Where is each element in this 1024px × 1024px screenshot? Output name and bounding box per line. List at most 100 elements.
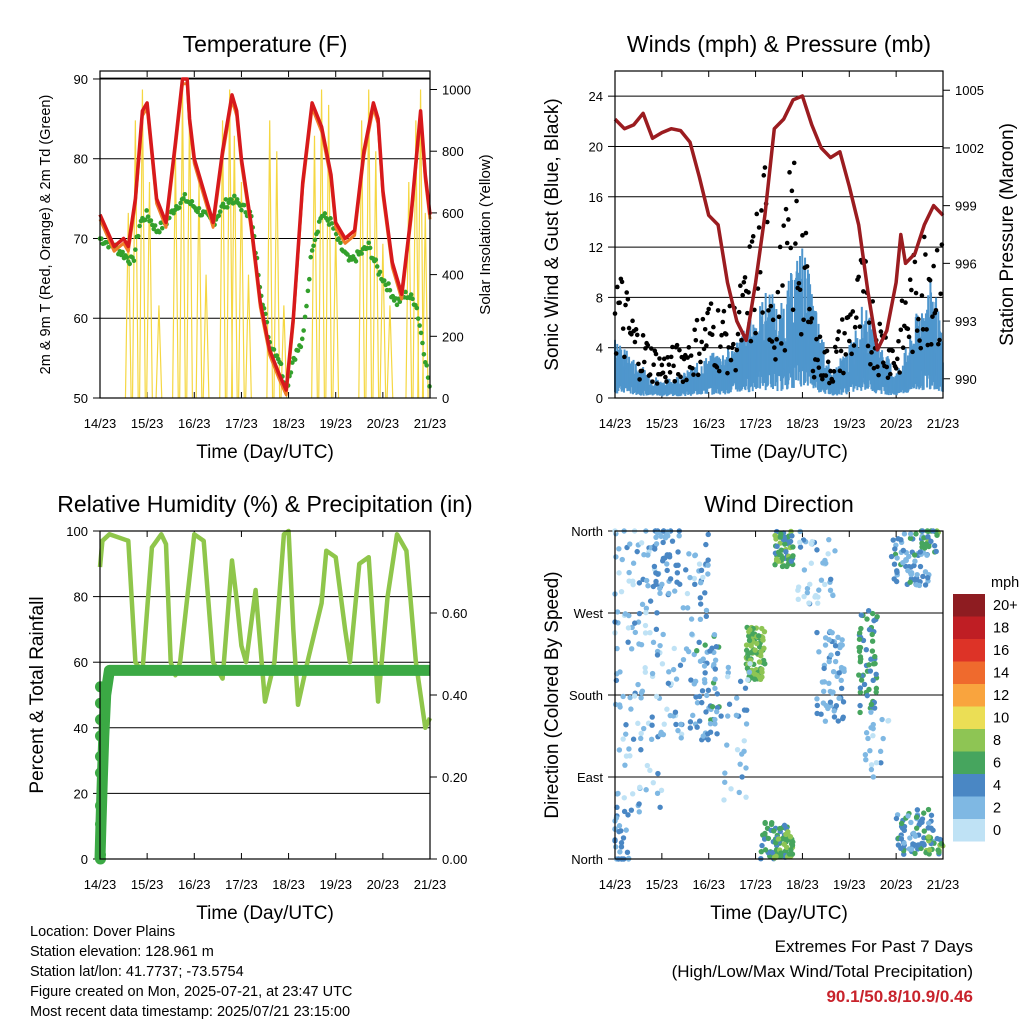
gust-point — [803, 230, 809, 236]
direction-point — [858, 612, 865, 618]
direction-point — [711, 631, 718, 638]
direction-point — [696, 639, 702, 646]
legend-swatch — [953, 819, 985, 842]
y-tick-label: 50 — [74, 391, 88, 406]
direction-point — [869, 648, 876, 654]
gust-point — [885, 375, 891, 381]
direction-point — [873, 759, 880, 766]
direction-point — [722, 779, 728, 785]
gust-point — [937, 337, 942, 343]
gust-point — [742, 275, 748, 280]
gust-point — [639, 368, 645, 374]
gust-point — [734, 347, 740, 353]
direction-point — [891, 561, 898, 567]
direction-point — [667, 712, 673, 719]
direction-point — [645, 552, 651, 558]
winds-pressure-panel: Winds (mph) & Pressure (mb) Time (Day/UTC… — [542, 31, 1018, 463]
y2-tick-label: 0.40 — [442, 688, 467, 703]
direction-point — [627, 694, 633, 701]
direction-point — [617, 849, 623, 855]
solar-spike — [386, 305, 394, 399]
gust-point — [692, 327, 697, 333]
direction-point — [714, 704, 721, 711]
y-tick-label: 12 — [589, 240, 603, 255]
direction-point — [623, 722, 629, 728]
direction-point — [913, 531, 919, 537]
direction-point — [748, 643, 754, 649]
gust-point — [660, 370, 666, 376]
direction-point — [626, 578, 632, 584]
direction-point — [675, 562, 681, 568]
panel-title: Winds (mph) & Pressure (mb) — [627, 31, 931, 57]
gust-point — [753, 330, 758, 336]
direction-point — [687, 719, 694, 725]
direction-point — [915, 842, 921, 848]
direction-point — [653, 578, 659, 585]
x-tick-label: 18/23 — [272, 416, 305, 431]
direction-point — [675, 549, 681, 555]
gust-point — [783, 206, 789, 212]
direction-point — [829, 690, 836, 696]
dewpoint-point — [309, 248, 315, 253]
gust-point — [615, 284, 620, 290]
gust-point — [796, 280, 802, 286]
gust-point — [735, 331, 741, 337]
direction-point — [814, 696, 820, 702]
direction-point — [922, 582, 929, 588]
direction-point — [673, 721, 679, 728]
gust-point — [884, 364, 890, 370]
direction-point — [821, 665, 827, 672]
direction-point — [787, 834, 794, 840]
direction-point — [742, 685, 749, 691]
direction-point — [831, 708, 837, 714]
gust-point — [825, 359, 831, 365]
gust-point — [701, 346, 707, 352]
gust-point — [815, 357, 820, 363]
gust-point — [663, 374, 668, 380]
direction-point — [623, 731, 629, 737]
direction-point — [868, 762, 875, 768]
direction-point — [863, 756, 869, 763]
gust-point — [870, 299, 876, 304]
gust-point — [868, 361, 873, 367]
direction-point — [680, 605, 686, 611]
dewpoint-point — [312, 237, 318, 243]
direction-point — [636, 809, 642, 815]
direction-point — [831, 714, 838, 720]
gust-point — [632, 339, 638, 345]
direction-point — [680, 656, 687, 663]
direction-point — [616, 747, 623, 753]
gust-point — [924, 327, 929, 332]
legend-label: 14 — [993, 666, 1009, 682]
direction-point — [867, 668, 874, 674]
gust-point — [936, 341, 941, 347]
direction-point — [625, 625, 632, 631]
gust-point — [773, 357, 778, 362]
gust-point — [759, 208, 764, 213]
direction-point — [632, 629, 639, 636]
dewpoint-point — [425, 375, 431, 380]
direction-point — [777, 534, 784, 540]
direction-point — [743, 642, 750, 648]
dewpoint-point — [131, 258, 137, 264]
direction-point — [908, 564, 914, 570]
direction-point — [898, 537, 904, 543]
gust-point — [912, 259, 918, 265]
direction-point — [784, 563, 790, 570]
direction-point — [801, 567, 808, 573]
direction-point — [658, 787, 665, 793]
pressure-line — [613, 94, 945, 352]
y2-tick-label: 0.20 — [442, 770, 467, 785]
y2-tick-label: 800 — [442, 144, 464, 159]
direction-point — [825, 551, 831, 557]
gust-point — [684, 377, 689, 383]
direction-point — [721, 797, 727, 803]
x-tick-label: 14/23 — [84, 877, 117, 892]
legend-label: 10 — [993, 711, 1009, 727]
direction-point — [925, 834, 932, 840]
solar-spike — [146, 182, 153, 399]
legend-swatch — [953, 661, 985, 684]
direction-point — [665, 680, 672, 687]
direction-point — [914, 571, 920, 578]
gust-point — [697, 351, 702, 357]
